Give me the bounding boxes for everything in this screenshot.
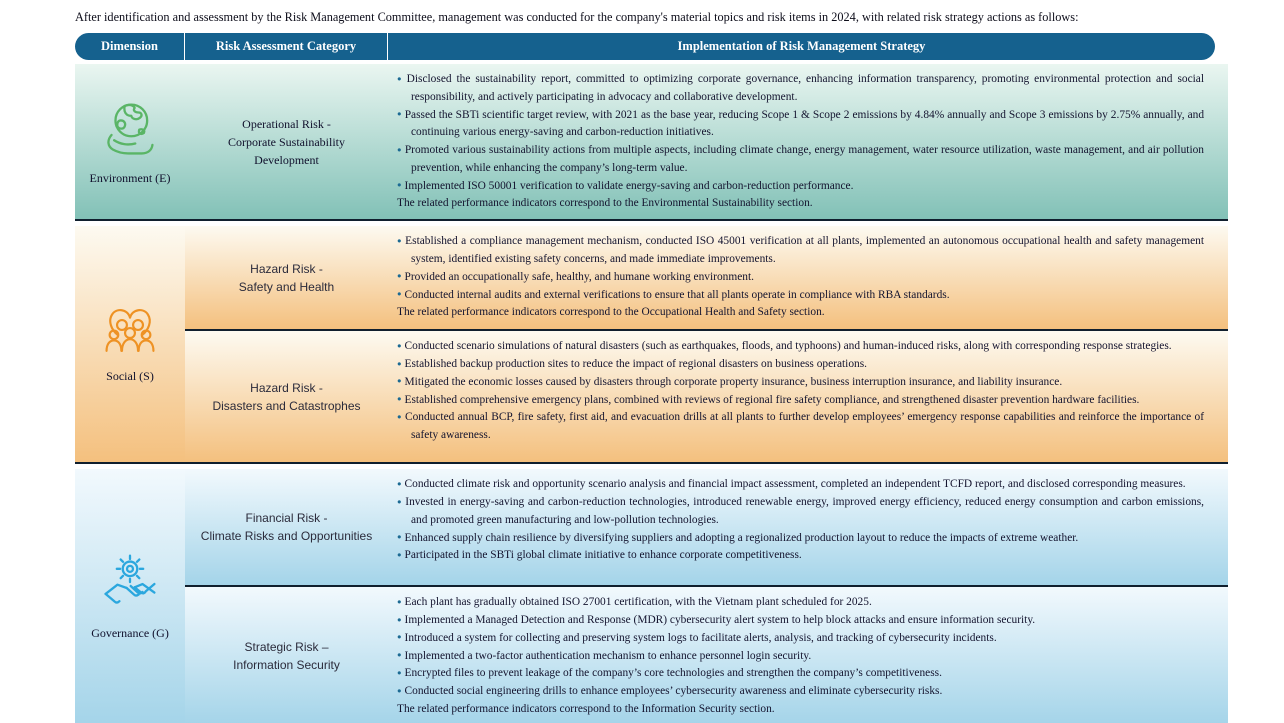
bullet-dot-icon: ● [397,289,405,299]
category-cell: Operational Risk - Corporate Sustainabili… [185,64,388,219]
dimension-cell-social: Social (S) [75,226,185,462]
category-line: Corporate Sustainability [228,134,345,149]
section-social: Social (S) Hazard Risk - Safety and Healt… [75,226,1228,465]
risk-table: Dimension Risk Assessment Category Imple… [75,33,1228,723]
bullet-dot-icon: ● [397,496,406,506]
bullet-dot-icon: ● [397,532,405,542]
header-cell-strategy: Implementation of Risk Management Strate… [677,39,926,53]
people-in-heart-icon [99,304,161,362]
category-cell: Hazard Risk - Safety and Health [185,226,388,329]
category-line: Development [254,152,319,167]
bullet-dot-icon: ● [397,478,405,488]
bullet-item: ●Passed the SBTi scientific target revie… [397,108,1205,139]
bullet-list: ●Each plant has gradually obtained ISO 2… [397,594,1204,701]
table-header-row: Dimension Risk Assessment Category Imple… [75,33,1215,60]
bullet-dot-icon: ● [397,271,405,281]
dimension-label: Governance (G) [91,625,169,640]
bullet-dot-icon: ● [397,235,406,245]
header-cell-dimension: Dimension [75,33,185,60]
bullet-item: ●Conducted scenario simulations of natur… [397,340,1172,353]
bullet-list: ●Disclosed the sustainability report, co… [397,71,1204,195]
category-line: Operational Risk - [242,116,331,131]
bullet-item: ●Enhanced supply chain resilience by div… [397,531,1079,544]
bullet-dot-icon: ● [397,394,405,404]
bullet-dot-icon: ● [397,144,405,154]
bullet-item: ●Invested in energy-saving and carbon-re… [397,496,1204,526]
section-governance: Governance (G) Financial Risk - Climate R… [75,469,1228,723]
gear-handshake-icon [97,553,163,619]
intro-text: After identification and assessment by t… [75,10,1079,24]
table-row: Hazard Risk - Safety and Health ●Establis… [185,226,1228,330]
bullet-item: ●Mitigated the economic losses caused by… [397,375,1063,388]
bullet-list: ●Conducted climate risk and opportunity … [397,476,1204,565]
category-line: Information Security [233,657,340,672]
bullet-dot-icon: ● [397,411,405,421]
bullet-list: ●Conducted scenario simulations of natur… [397,338,1204,445]
bullet-dot-icon: ● [397,549,405,559]
bullet-list: ●Established a compliance management mec… [397,233,1204,304]
category-line: Strategic Risk – [244,639,329,654]
strategy-cell: ●Conducted scenario simulations of natur… [388,331,1228,462]
category-line: Climate Risks and Opportunities [200,529,373,544]
bullet-item: ●Introduced a system for collecting and … [397,631,997,644]
bullet-dot-icon: ● [397,650,405,660]
bullet-dot-icon: ● [397,667,405,677]
category-line: Hazard Risk - [250,380,323,395]
header-cell-category: Risk Assessment Category [185,33,388,60]
category-line: Financial Risk - [245,511,328,526]
globe-in-hand-icon [97,98,163,164]
category-line: Safety and Health [238,279,335,294]
row-footer-note: The related performance indicators corre… [397,702,775,715]
dimension-label: Environment (E) [89,170,171,185]
category-cell: Financial Risk - Climate Risks and Opport… [185,469,388,585]
bullet-item: ●Implemented a Managed Detection and Res… [397,614,1036,627]
category-line: Disasters and Catastrophes [212,398,361,413]
dimension-cell-governance: Governance (G) [75,469,185,723]
bullet-item: ●Promoted various sustainability actions… [397,144,1205,174]
bullet-dot-icon: ● [397,632,405,642]
bullet-item: ●Implemented ISO 50001 verification to v… [397,179,854,192]
bullet-dot-icon: ● [397,596,405,606]
bullet-dot-icon: ● [397,614,405,624]
bullet-dot-icon: ● [397,340,405,350]
table-row: Hazard Risk - Disasters and Catastrophes … [185,329,1228,463]
bullet-dot-icon: ● [397,685,405,695]
dimension-cell-environment: Environment (E) [75,64,185,219]
bullet-item: ●Each plant has gradually obtained ISO 2… [397,596,872,609]
row-footer-note: The related performance indicators corre… [397,197,813,210]
table-row: Financial Risk - Climate Risks and Opport… [185,469,1228,586]
category-line: Hazard Risk - [250,261,323,276]
bullet-dot-icon: ● [397,376,405,386]
dimension-label: Social (S) [106,369,154,384]
bullet-item: ●Disclosed the sustainability report, co… [397,73,1205,103]
bullet-dot-icon: ● [397,73,407,83]
section-environment: Environment (E) Operational Risk - Corpor… [75,64,1228,222]
table-row: Strategic Risk – Information Security ●Ea… [185,585,1228,723]
bullet-item: ●Established a compliance management mec… [397,235,1204,266]
bullet-item: ●Established backup production sites to … [397,358,868,371]
strategy-cell: ●Each plant has gradually obtained ISO 2… [388,587,1228,723]
bullet-item: ●Provided an occupationally safe, health… [397,270,754,283]
strategy-cell: ●Established a compliance management mec… [388,226,1228,329]
category-cell: Strategic Risk – Information Security [185,587,388,723]
bullet-item: ●Implemented a two-factor authentication… [397,649,812,662]
row-footer-note: The related performance indicators corre… [397,306,825,319]
table-row: Operational Risk - Corporate Sustainabili… [185,64,1228,220]
strategy-cell: ●Conducted climate risk and opportunity … [388,469,1228,585]
bullet-item: ●Conducted social engineering drills to … [397,685,943,698]
bullet-item: ●Conducted internal audits and external … [397,288,950,301]
bullet-item: ●Participated in the SBTi global climate… [397,549,802,562]
category-cell: Hazard Risk - Disasters and Catastrophes [185,331,388,462]
bullet-item: ●Established comprehensive emergency pla… [397,393,1140,406]
bullet-dot-icon: ● [397,358,405,368]
bullet-item: ●Conducted annual BCP, fire safety, firs… [397,411,1205,442]
bullet-dot-icon: ● [397,180,405,190]
bullet-item: ●Conducted climate risk and opportunity … [397,478,1186,491]
strategy-cell: ●Disclosed the sustainability report, co… [388,64,1228,219]
bullet-item: ●Encrypted files to prevent leakage of t… [397,667,942,680]
bullet-dot-icon: ● [397,109,405,119]
